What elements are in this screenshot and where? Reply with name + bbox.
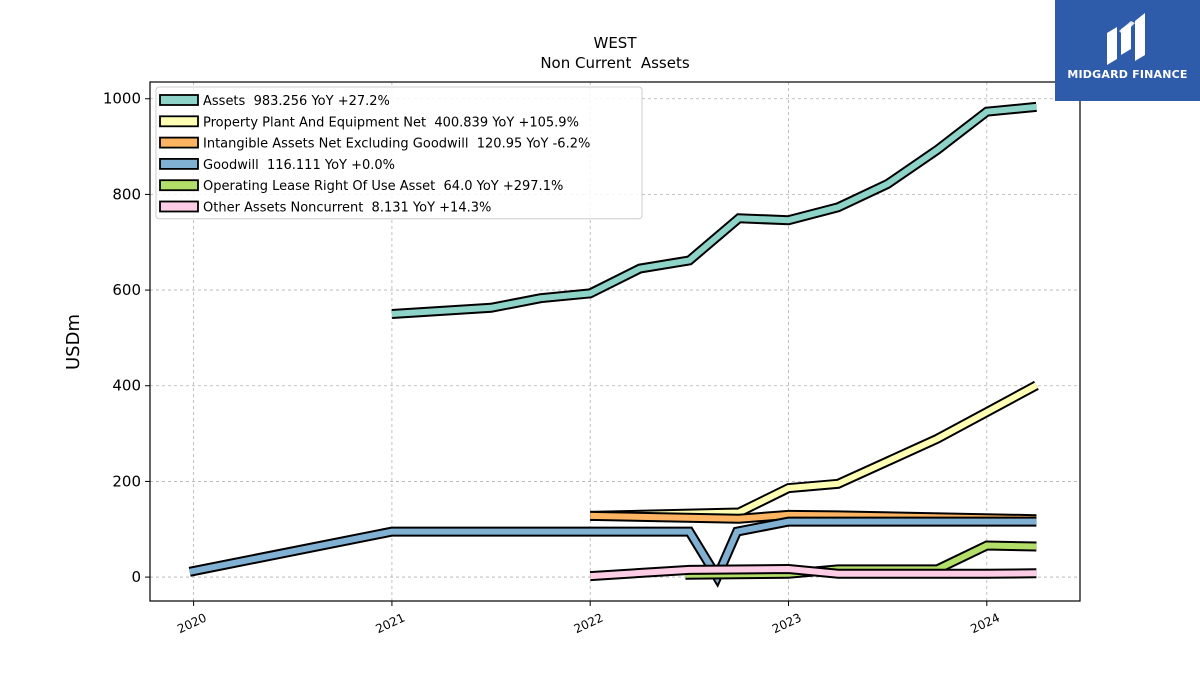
x-tick-label: 2022: [572, 611, 606, 637]
plot-frame: [149, 81, 1081, 602]
y-tick-label: 200: [112, 472, 141, 490]
brand-logo: MIDGARD FINANCE: [1055, 0, 1200, 101]
legend-swatch: [159, 179, 199, 192]
y-tick-label: 0: [131, 568, 141, 586]
legend-swatch: [159, 200, 199, 213]
series-0: [391, 101, 1037, 319]
x-tick-label: 2024: [968, 611, 1002, 637]
y-axis-label: USDm: [63, 314, 84, 370]
legend-swatch: [159, 136, 199, 149]
legend-label: Operating Lease Right Of Use Asset 64.0 …: [203, 179, 563, 194]
legend: Assets 983.256 YoY +27.2% Property Plant …: [155, 86, 643, 220]
series-group: [188, 101, 1039, 588]
x-tick-label: 2023: [770, 611, 804, 637]
x-tick-label: 2020: [175, 611, 209, 637]
midgard-logo-icon: [1107, 13, 1145, 65]
legend-label: Assets 983.256 YoY +27.2%: [203, 94, 390, 109]
y-tick-label: 1000: [103, 90, 141, 108]
series-1: [590, 380, 1039, 521]
series-5: [589, 563, 1037, 582]
legend-swatch: [159, 94, 199, 106]
legend-swatch: [159, 115, 199, 128]
x-tick-label: 2021: [373, 611, 407, 637]
y-tick-label: 600: [112, 281, 141, 299]
chart-subtitle: Non Current Assets: [540, 54, 690, 72]
chart-title: WEST: [594, 34, 638, 52]
legend-label: Goodwill 116.111 YoY +0.0%: [203, 158, 395, 173]
legend-label: Intangible Assets Net Excluding Goodwill…: [203, 137, 590, 152]
legend-box: [155, 86, 643, 220]
series-line: [590, 565, 1037, 580]
legend-label: Other Assets Noncurrent 8.131 YoY +14.3%: [203, 201, 491, 216]
y-tick-label: 400: [112, 377, 141, 395]
series-line: [391, 103, 1037, 317]
series-line-outline: [590, 380, 1039, 521]
y-tick-label: 800: [112, 185, 141, 203]
legend-label: Property Plant And Equipment Net 400.839…: [203, 115, 579, 130]
series-line: [590, 382, 1038, 519]
legend-swatch: [159, 157, 199, 170]
brand-name: MIDGARD FINANCE: [1067, 68, 1188, 81]
